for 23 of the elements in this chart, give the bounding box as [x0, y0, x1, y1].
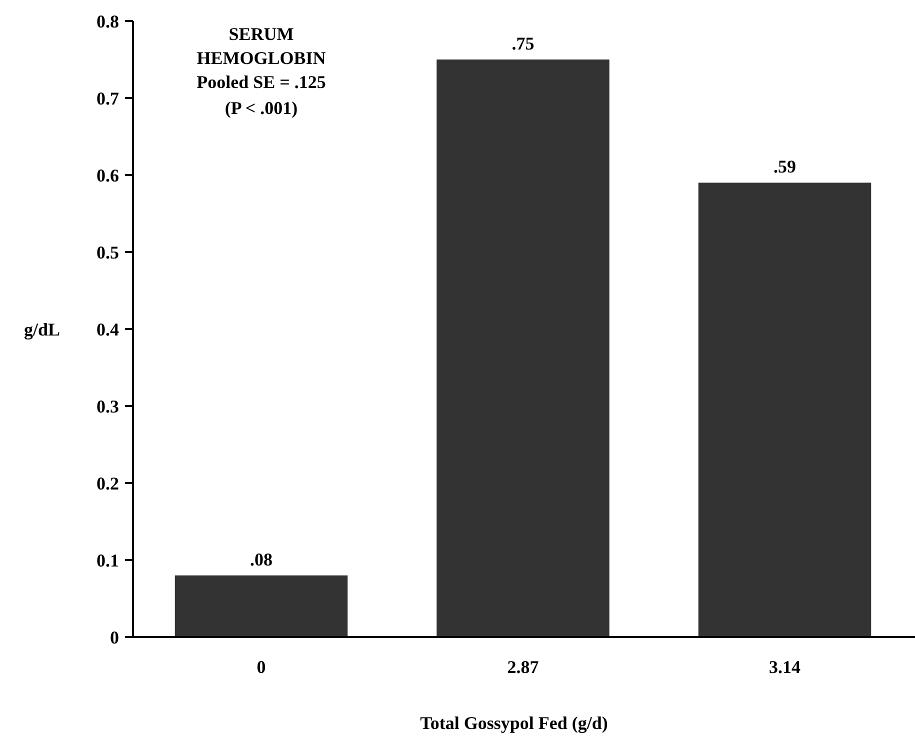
y-tick-label: 0.1: [96, 550, 119, 570]
bar: [174, 575, 348, 637]
text: SERUM HEMOGLOBIN: [196, 24, 326, 68]
y-tick-label: 0.3: [96, 396, 119, 416]
y-tick-label: 0.4: [96, 319, 119, 340]
data-label: .08: [250, 549, 273, 570]
y-tick-label: 0.7: [96, 88, 119, 108]
data-label: .75: [512, 34, 534, 54]
bar: [436, 60, 610, 637]
y-tick-label: 0: [110, 627, 119, 648]
y-tick-label: 0.5: [96, 242, 119, 262]
y-tick-label: 0.6: [96, 165, 119, 186]
annotation: (P < .001): [224, 98, 298, 118]
y-tick-label: 0.8: [96, 11, 119, 32]
x-axis-title: Total Gossypol Fed (g/d): [420, 713, 608, 733]
annotation: Pooled SE = .125: [196, 72, 326, 92]
x-tick-label: 3.14: [768, 657, 800, 677]
data-label: .59: [773, 156, 796, 177]
y-axis-title: g/dL: [24, 319, 60, 340]
y-tick-label: 0.2: [96, 473, 119, 494]
x-tick-label: 2.87: [507, 657, 539, 677]
bar: [698, 182, 872, 637]
x-tick-label: 0: [256, 657, 266, 677]
